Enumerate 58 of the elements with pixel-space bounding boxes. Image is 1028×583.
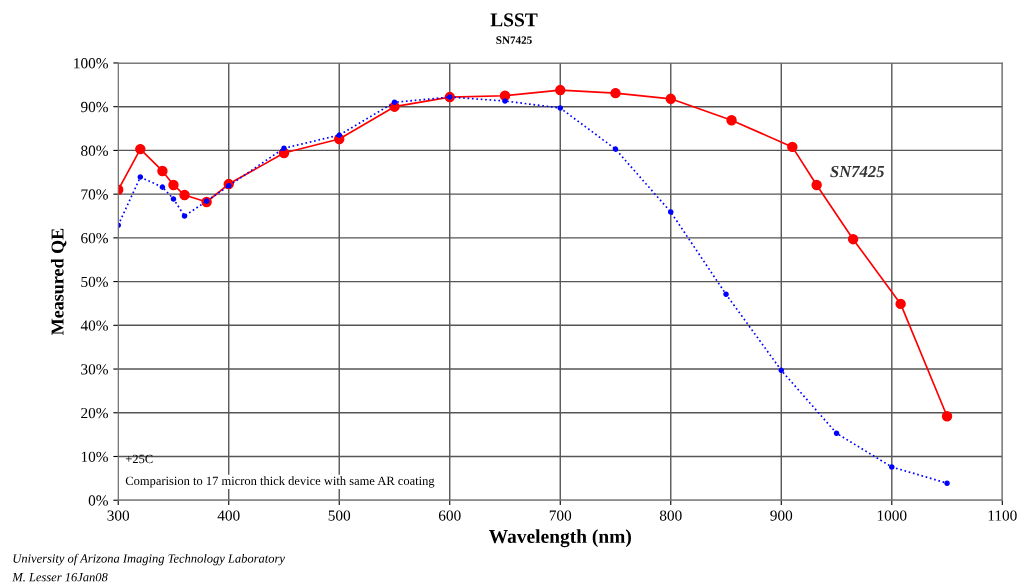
point — [135, 143, 146, 155]
chart-subtitle: SN7425 — [496, 36, 532, 44]
point — [281, 145, 287, 152]
annotation: +25C — [125, 454, 153, 464]
point — [726, 115, 737, 126]
point — [610, 87, 621, 99]
annotation: Comparision to 17 micron thick device with same AR coating — [125, 476, 435, 488]
point — [391, 99, 398, 106]
series-label: SN7425 — [830, 166, 885, 178]
point — [168, 179, 179, 191]
chart-title: LSST — [490, 13, 538, 27]
y-tick-label: 20% — [81, 407, 108, 419]
point — [665, 93, 676, 105]
x-tick-label: 1100 — [988, 510, 1017, 521]
x-axis-title: Wavelength (nm) — [488, 529, 631, 548]
y-tick-label: 70% — [81, 189, 108, 200]
x-tick-label: 800 — [659, 510, 682, 521]
point — [159, 184, 166, 190]
point — [847, 233, 859, 245]
y-tick-label: 50% — [81, 276, 108, 288]
point — [612, 146, 619, 152]
point — [889, 464, 895, 470]
x-tick-label: 400 — [217, 510, 240, 521]
y-tick-label: 80% — [81, 145, 108, 156]
x-tick-label: 1000 — [877, 510, 907, 521]
point — [778, 367, 785, 374]
x-tick-label: 500 — [328, 510, 351, 521]
point — [895, 298, 906, 310]
y-tick-label: 60% — [81, 233, 108, 244]
point — [181, 213, 188, 219]
point — [833, 430, 840, 437]
point — [944, 480, 950, 486]
point — [667, 209, 674, 215]
y-tick-label: 30% — [81, 364, 108, 375]
point — [170, 196, 177, 202]
y-tick-label: 90% — [80, 101, 108, 113]
point — [137, 174, 144, 180]
text: M. Lesser 16Jan08 — [12, 572, 108, 582]
point — [502, 98, 508, 104]
x-tick-label: 700 — [549, 510, 572, 521]
point — [555, 84, 566, 96]
point — [336, 132, 343, 138]
y-tick-label: 0% — [88, 495, 108, 506]
point — [787, 141, 798, 153]
point — [723, 291, 729, 298]
x-tick-label: 900 — [770, 510, 793, 521]
point — [811, 179, 822, 191]
x-tick-label: 300 — [107, 510, 130, 521]
y-tick-label: 100% — [74, 58, 108, 69]
y-axis-title: Measured QE — [50, 228, 67, 336]
text: University of Arizona Imaging Technology Laboratory — [13, 553, 285, 566]
point — [179, 189, 190, 201]
point — [157, 165, 168, 177]
point — [557, 105, 564, 111]
y-tick-label: 10% — [81, 451, 108, 462]
x-tick-label: 600 — [438, 510, 461, 521]
point — [941, 411, 953, 422]
y-tick-label: 40% — [80, 320, 108, 331]
